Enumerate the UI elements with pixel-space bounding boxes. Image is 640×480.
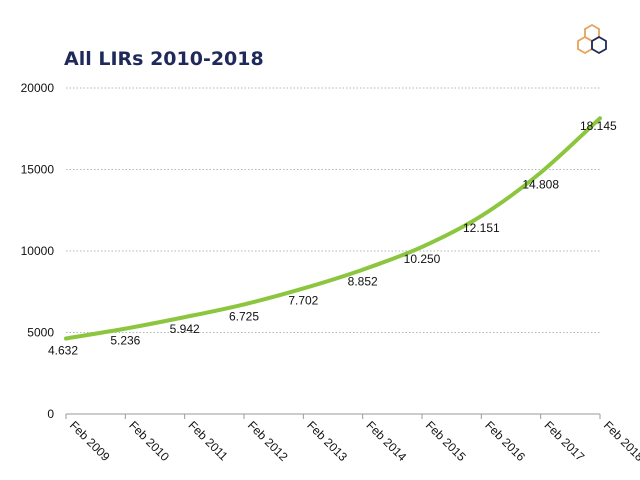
data-label: 10.250 <box>404 252 441 266</box>
data-label: 14.808 <box>522 178 559 192</box>
x-tick-label: Feb 2017 <box>542 418 588 464</box>
y-tick-label: 5000 <box>27 326 54 340</box>
x-tick-label: Feb 2018 <box>601 418 640 464</box>
data-label: 6.725 <box>229 309 259 323</box>
x-tick-label: Feb 2015 <box>423 418 469 464</box>
x-tick-label: Feb 2010 <box>126 418 172 464</box>
series-line <box>64 116 602 341</box>
y-tick-label: 10000 <box>21 244 55 258</box>
y-tick-label: 15000 <box>21 163 55 177</box>
x-tick-label: Feb 2012 <box>245 418 291 464</box>
x-tick-label: Feb 2009 <box>67 418 113 464</box>
x-tick-label: Feb 2011 <box>186 418 231 463</box>
data-label: 5.942 <box>170 322 200 336</box>
data-label: 7.702 <box>288 293 318 307</box>
data-label: 18.145 <box>580 119 617 133</box>
ripe-ncc-hexagon-logo-icon <box>577 23 607 55</box>
chart-title: All LIRs 2010-2018 <box>64 48 264 70</box>
data-label: 4.632 <box>48 343 78 357</box>
x-tick-label: Feb 2016 <box>482 418 528 464</box>
y-tick-label: 20000 <box>21 81 55 95</box>
data-label: 12.151 <box>463 221 500 235</box>
y-tick-label: 0 <box>47 407 54 421</box>
x-tick-label: Feb 2014 <box>364 418 410 464</box>
x-tick-label: Feb 2013 <box>304 418 350 464</box>
data-label: 5.236 <box>110 334 140 348</box>
data-label: 8.852 <box>348 275 378 289</box>
